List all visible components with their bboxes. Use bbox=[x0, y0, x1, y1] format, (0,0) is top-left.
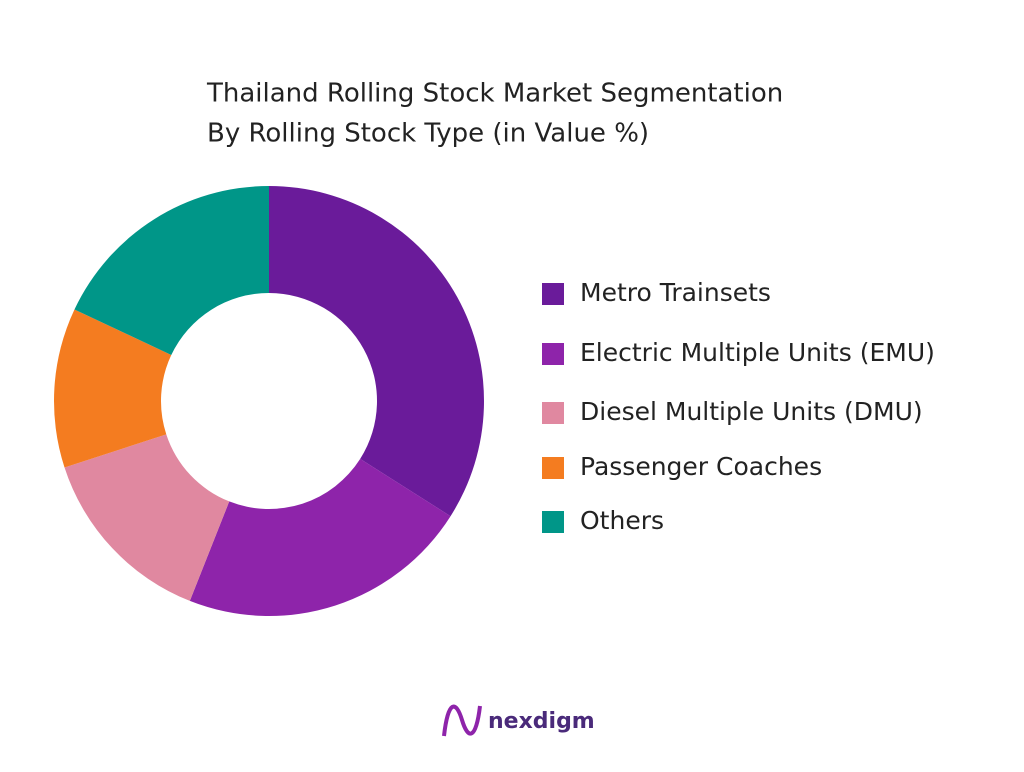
legend-swatch bbox=[542, 283, 564, 305]
logo-mark bbox=[442, 704, 482, 737]
legend-label: Others bbox=[580, 506, 664, 535]
legend-label: Diesel Multiple Units (DMU) bbox=[580, 397, 923, 426]
legend-swatch bbox=[542, 457, 564, 479]
legend-label: Passenger Coaches bbox=[580, 452, 822, 481]
legend-label: Electric Multiple Units (EMU) bbox=[580, 338, 935, 367]
donut-slice bbox=[64, 434, 230, 601]
donut-slice bbox=[74, 186, 269, 356]
legend-swatch bbox=[542, 343, 564, 365]
logo-text: nexdigm bbox=[488, 709, 595, 734]
donut-slice bbox=[189, 458, 451, 616]
legend-swatch bbox=[542, 511, 564, 533]
chart-title: Thailand Rolling Stock Market Segmentati… bbox=[206, 79, 783, 109]
chart-subtitle: By Rolling Stock Type (in Value %) bbox=[207, 119, 649, 149]
donut-slice bbox=[269, 186, 484, 517]
donut-slice bbox=[54, 309, 172, 468]
logo: nexdigm bbox=[442, 704, 595, 737]
legend-swatch bbox=[542, 402, 564, 424]
legend-label: Metro Trainsets bbox=[580, 278, 771, 307]
